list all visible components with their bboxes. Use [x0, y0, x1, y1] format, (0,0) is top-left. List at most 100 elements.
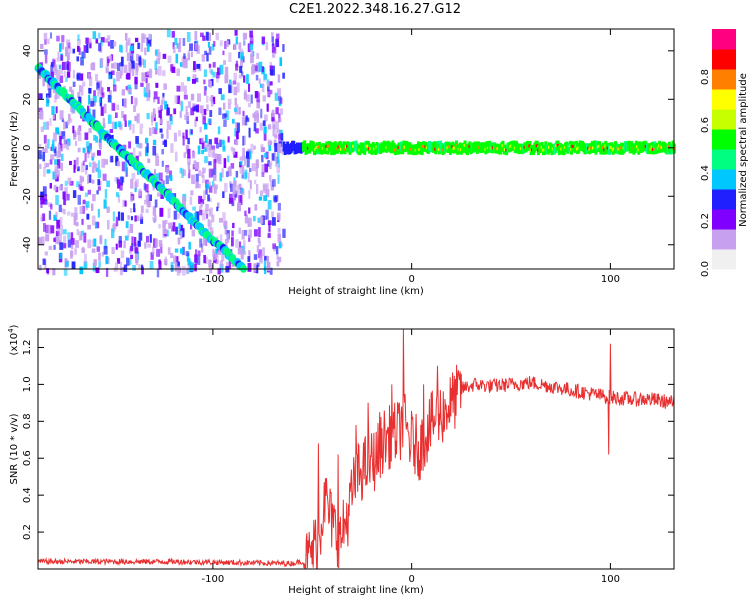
noise-cell [111, 228, 115, 239]
noise-cell [165, 219, 168, 225]
noise-cell [117, 63, 121, 72]
noise-cell [154, 70, 158, 75]
noise-cell [152, 216, 156, 221]
noise-cell [63, 136, 66, 145]
noise-cell [172, 222, 176, 232]
noise-cell [166, 29, 171, 38]
noise-cell [53, 132, 57, 142]
noise-cell [55, 90, 58, 100]
noise-cell [228, 84, 233, 94]
noise-cell [190, 107, 195, 116]
noise-cell [116, 192, 119, 198]
noise-cell [208, 161, 212, 166]
noise-cell [177, 213, 180, 219]
noise-cell [134, 188, 137, 193]
noise-cell [43, 32, 48, 40]
noise-cell [258, 61, 263, 72]
noise-cell [248, 207, 251, 214]
noise-cell [252, 50, 255, 57]
noise-cell [160, 133, 164, 139]
noise-cell [90, 100, 95, 107]
noise-cell [224, 226, 228, 235]
noise-cell [59, 110, 64, 120]
noise-cell [129, 45, 134, 51]
noise-cell [140, 43, 144, 52]
noise-cell [102, 173, 107, 181]
noise-cell [124, 32, 128, 41]
noise-cell [272, 243, 277, 249]
noise-cell [66, 141, 70, 151]
noise-cell [180, 82, 185, 92]
noise-cell [50, 154, 55, 160]
noise-cell [171, 66, 176, 73]
noise-cell [148, 39, 152, 47]
noise-cell [185, 105, 188, 115]
noise-cell [278, 133, 282, 141]
noise-cell [135, 66, 139, 76]
noise-cell [188, 241, 191, 250]
noise-cell [269, 69, 274, 76]
noise-cell [59, 252, 63, 260]
noise-cell [141, 72, 146, 82]
noise-cell [121, 89, 125, 96]
noise-cell [60, 54, 64, 61]
noise-cell [269, 65, 273, 71]
x-tick-label: -100 [202, 274, 225, 285]
colorbar-segment [712, 249, 736, 270]
noise-cell [271, 50, 276, 58]
noise-cell [211, 230, 214, 237]
noise-cell [218, 217, 223, 223]
noise-cell [230, 80, 233, 86]
noise-cell [92, 262, 97, 272]
noise-cell [113, 267, 118, 272]
noise-cell [97, 179, 101, 186]
noise-cell [235, 63, 239, 71]
noise-cell [210, 95, 214, 104]
noise-cell [86, 43, 89, 53]
noise-cell [138, 143, 143, 149]
noise-cell [65, 77, 68, 82]
noise-cell [146, 143, 149, 153]
colorbar-tick-label: 0.0 [700, 261, 711, 277]
noise-cell [234, 180, 237, 187]
noise-cell [174, 37, 178, 46]
noise-cell [60, 64, 63, 75]
noise-cell [248, 150, 252, 160]
noise-cell [205, 179, 209, 188]
noise-cell [51, 106, 55, 115]
noise-cell [77, 34, 80, 41]
noise-cell [210, 69, 214, 75]
noise-cell [143, 182, 146, 191]
noise-cell [208, 63, 212, 68]
noise-cell [131, 236, 134, 246]
noise-cell [100, 58, 104, 67]
noise-cell [260, 216, 264, 224]
noise-cell [269, 81, 273, 86]
noise-cell [151, 246, 155, 255]
snr-x-ticks: -100 0 100 [202, 329, 620, 585]
noise-cell [249, 35, 254, 43]
noise-cell [49, 159, 53, 165]
noise-cell [116, 104, 120, 111]
noise-cell [123, 264, 128, 273]
noise-cell [99, 235, 103, 245]
noise-cell [132, 147, 136, 157]
noise-cell [56, 35, 60, 42]
noise-cell [218, 107, 222, 116]
noise-cell [243, 38, 246, 47]
noise-cell [232, 222, 235, 229]
noise-cell [128, 141, 131, 149]
noise-cell [92, 31, 97, 40]
noise-cell [62, 229, 67, 235]
noise-cell [103, 103, 107, 114]
noise-cell [243, 75, 246, 83]
noise-cell [204, 50, 208, 55]
noise-cell [161, 149, 165, 155]
noise-cell [84, 192, 89, 197]
noise-cell [63, 143, 68, 149]
noise-cell [174, 151, 178, 162]
noise-cell [223, 158, 227, 168]
noise-cell [188, 169, 191, 179]
noise-cell [275, 107, 279, 115]
noise-cell [67, 239, 72, 248]
